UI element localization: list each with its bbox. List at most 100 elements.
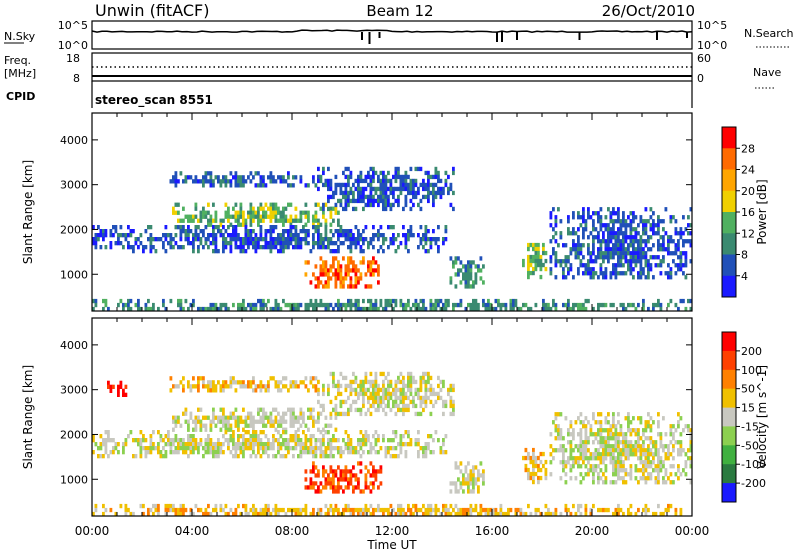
data-cell [527,270,530,276]
data-cell [632,219,635,224]
data-cell [664,452,668,457]
data-cell [242,380,245,385]
data-cell [182,384,185,389]
data-cell [687,231,690,236]
data-cell [449,186,453,192]
data-cell [422,450,425,455]
data-cell [257,222,260,227]
data-cell [302,229,305,234]
data-cell [249,210,253,215]
data-cell [374,302,378,308]
data-cell [197,407,200,412]
data-cell [592,456,595,461]
nsky-right-tick-bottom: 10^0 [697,39,727,52]
data-cell [174,511,178,517]
data-cell [669,432,673,437]
data-cell [292,183,295,188]
data-cell [102,438,105,443]
data-cell [204,415,208,420]
data-cell [314,202,318,207]
data-cell [372,194,375,200]
data-cell [534,459,538,465]
data-cell [104,245,108,250]
data-cell [552,448,555,453]
data-cell [449,411,453,417]
data-cell [297,233,300,238]
data-cell [262,298,265,304]
data-cell [174,171,178,176]
data-cell [304,233,308,238]
data-cell [644,503,648,509]
data-cell [622,448,625,453]
data-cell [287,407,290,412]
data-cell [227,225,230,230]
data-cell [669,440,673,445]
data-cell [269,202,273,207]
data-cell [419,446,423,451]
data-cell [279,214,283,219]
data-cell [207,503,210,509]
data-cell [687,298,690,304]
data-cell [674,251,678,256]
data-cell [437,249,440,254]
data-cell [554,231,558,236]
data-cell [599,468,603,473]
data-cell [389,206,393,212]
data-cell [369,442,373,447]
data-cell [372,379,375,385]
data-cell [487,302,490,308]
data-cell [429,387,433,393]
data-cell [252,210,255,215]
data-cell [387,202,390,208]
data-cell [554,219,558,224]
data-cell [254,438,258,443]
data-cell [392,190,395,196]
data-cell [194,423,198,428]
data-cell [122,245,125,250]
data-cell [114,229,118,234]
data-cell [607,440,610,445]
data-cell [357,407,360,413]
data-cell [482,264,485,269]
data-cell [239,241,243,246]
data-cell [289,380,293,385]
data-cell [192,245,195,250]
data-cell [359,233,363,238]
data-cell [97,446,100,451]
data-cell [487,298,490,304]
data-cell [122,392,125,397]
data-cell [339,446,343,451]
data-cell [427,375,430,381]
data-cell [367,268,370,273]
data-cell [634,215,638,220]
data-cell [374,170,378,176]
data-cell [482,298,485,304]
data-cell [659,440,663,445]
data-cell [314,225,318,230]
data-cell [92,450,95,455]
data-cell [317,489,320,494]
data-cell [399,511,403,517]
data-cell [534,242,538,248]
data-cell [102,237,105,242]
data-cell [599,251,603,256]
data-cell [664,271,668,276]
data-cell [582,255,585,260]
data-cell [412,399,415,405]
data-cell [339,403,343,409]
data-cell [589,511,593,517]
data-cell [192,214,195,219]
data-cell [199,179,203,184]
data-cell [584,428,588,433]
data-cell [362,194,365,200]
data-cell [674,243,678,248]
data-cell [387,507,390,513]
data-cell [469,276,473,281]
data-cell [657,263,660,268]
data-cell [332,438,335,443]
data-cell [297,384,300,389]
data-cell [322,427,325,432]
data-cell [199,210,203,215]
data-cell [579,428,583,433]
data-cell [237,175,240,180]
